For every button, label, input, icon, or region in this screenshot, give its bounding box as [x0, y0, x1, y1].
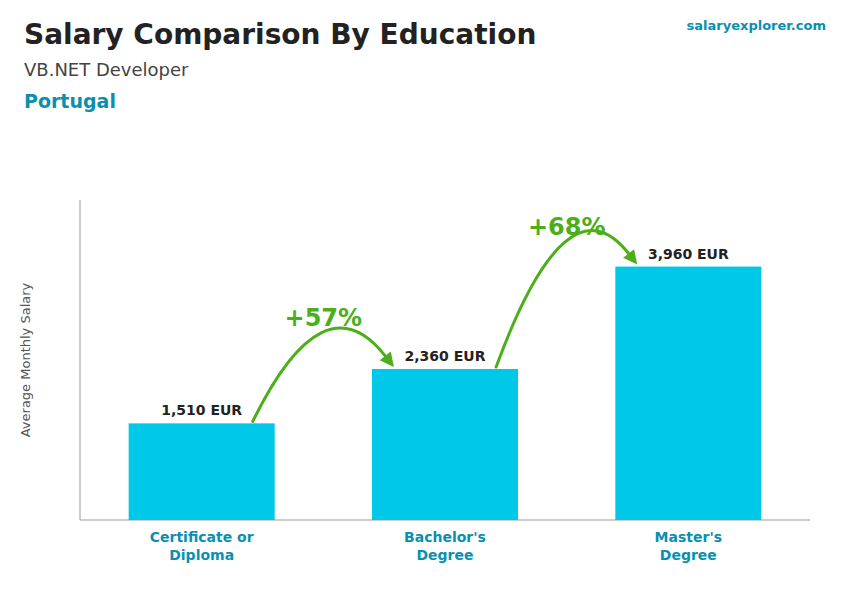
data-label: 2,360 EUR: [405, 348, 486, 364]
change-label: +68%: [528, 213, 606, 241]
change-arrow: [496, 231, 628, 367]
subtitle: VB.NET Developer: [24, 59, 189, 80]
bar: [615, 267, 761, 520]
annotation: salaryexplorer.com: [687, 18, 826, 33]
data-label: 1,510 EUR: [161, 402, 242, 418]
bar: [372, 369, 518, 520]
x-tick-label: Bachelor'sDegree: [404, 529, 486, 563]
change-arrowhead: [380, 352, 394, 367]
chart: Salary Comparison By Education VB.NET Dev…: [0, 0, 850, 606]
x-tick-label: Master'sDegree: [655, 529, 722, 563]
title: Salary Comparison By Education: [24, 18, 536, 51]
bar: [129, 423, 275, 520]
y-axis-label: Average Monthly Salary: [18, 282, 33, 437]
annotation: Portugal: [24, 90, 116, 112]
change-arrow: [253, 328, 385, 421]
x-tick-label: Certificate orDiploma: [150, 529, 254, 563]
y-axis-line: [80, 200, 81, 520]
data-label: 3,960 EUR: [648, 246, 729, 262]
bars: [129, 267, 762, 520]
change-label: +57%: [285, 304, 363, 332]
change-arrowhead: [623, 249, 637, 264]
